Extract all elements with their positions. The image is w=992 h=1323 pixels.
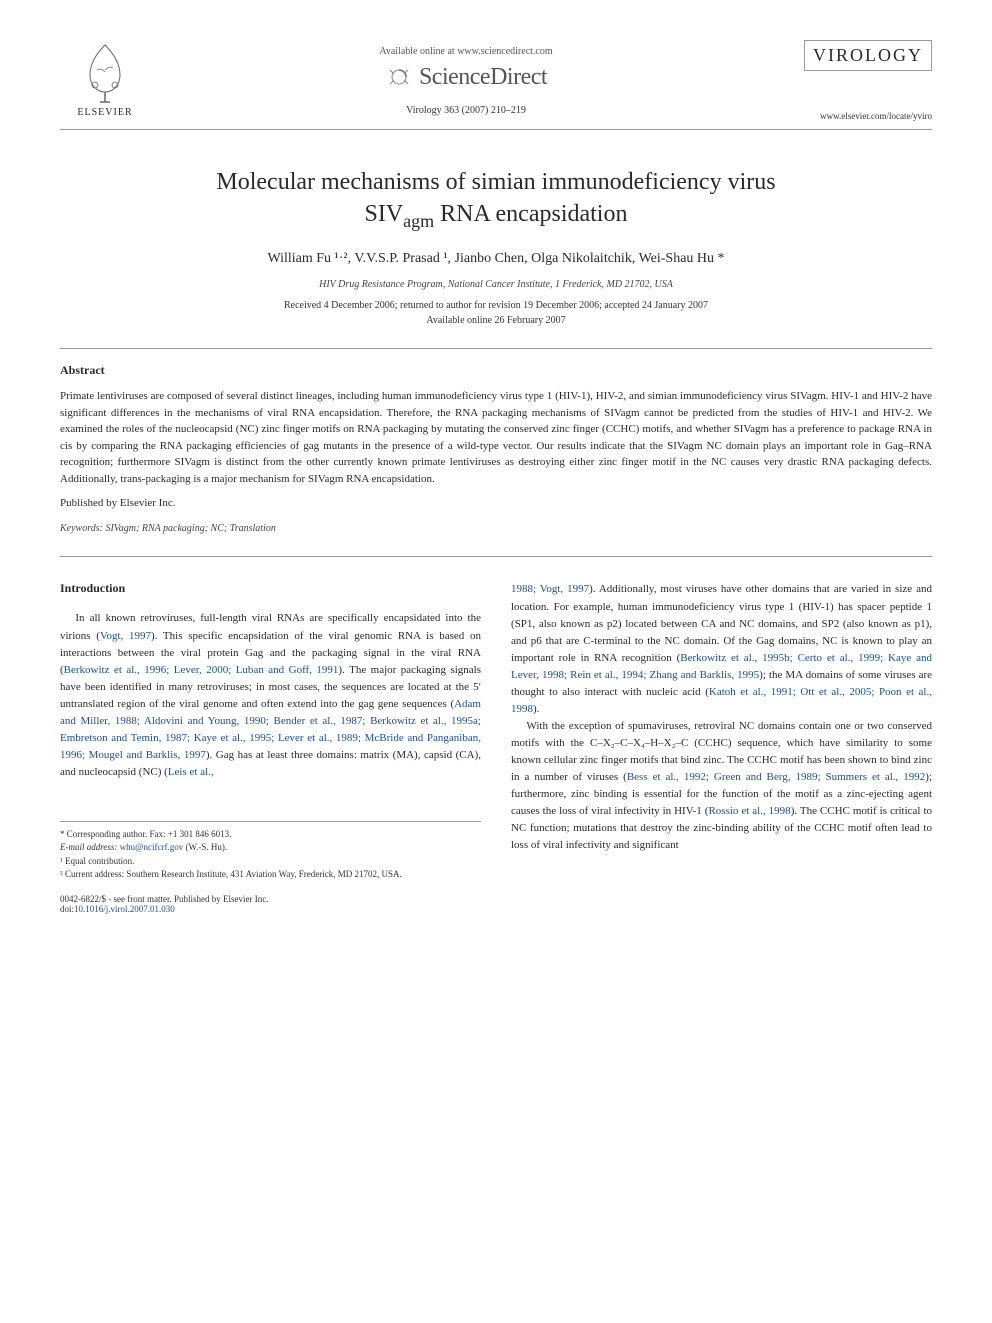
title-line2-pre: SIV xyxy=(365,201,404,227)
abstract-heading: Abstract xyxy=(60,363,932,378)
footnote-2: ² Current address: Southern Research Ins… xyxy=(60,868,481,882)
publisher-logo-block: ELSEVIER xyxy=(60,40,150,118)
keywords-label: Keywords: xyxy=(60,523,103,534)
title-line1: Molecular mechanisms of simian immunodef… xyxy=(216,169,775,195)
sciencedirect-icon xyxy=(385,63,413,91)
journal-reference: Virology 363 (2007) 210–219 xyxy=(150,105,782,116)
citation[interactable]: Rossio et al., 1998 xyxy=(708,805,790,817)
header-right: VIROLOGY www.elsevier.com/locate/yviro xyxy=(782,40,932,121)
doi-link[interactable]: 10.1016/j.virol.2007.01.030 xyxy=(74,904,175,914)
email-link[interactable]: whu@ncifcrf.gov xyxy=(120,842,184,852)
journal-name: VIROLOGY xyxy=(804,40,932,71)
intro-paragraph-1: In all known retroviruses, full-length v… xyxy=(60,610,481,780)
footnotes: * Corresponding author. Fax: +1 301 846 … xyxy=(60,821,481,882)
column-right: 1988; Vogt, 1997). Additionally, most vi… xyxy=(511,581,932,881)
article-dates-1: Received 4 December 2006; returned to au… xyxy=(60,300,932,311)
citation[interactable]: Bess et al., 1992; Green and Berg, 1989;… xyxy=(627,771,925,783)
corresponding-author: * Corresponding author. Fax: +1 301 846 … xyxy=(60,828,481,842)
divider-bottom xyxy=(60,556,932,557)
header-center: Available online at www.sciencedirect.co… xyxy=(150,40,782,116)
page-header: ELSEVIER Available online at www.science… xyxy=(60,40,932,130)
footnote-1: ¹ Equal contribution. xyxy=(60,855,481,869)
body-columns: Introduction In all known retroviruses, … xyxy=(60,581,932,881)
availability-text: Available online at www.sciencedirect.co… xyxy=(150,46,782,57)
keywords-text: SIVagm; RNA packaging; NC; Translation xyxy=(103,523,276,534)
journal-url: www.elsevier.com/locate/yviro xyxy=(782,111,932,121)
publisher-line: Published by Elsevier Inc. xyxy=(60,497,932,509)
intro-paragraph-2: With the exception of spumaviruses, retr… xyxy=(511,718,932,854)
doi-line: doi:10.1016/j.virol.2007.01.030 xyxy=(60,904,932,914)
elsevier-tree-icon xyxy=(75,40,135,105)
introduction-heading: Introduction xyxy=(60,581,481,596)
affiliation: HIV Drug Resistance Program, National Ca… xyxy=(60,279,932,290)
article-title: Molecular mechanisms of simian immunodef… xyxy=(60,166,932,233)
sciencedirect-brand: ScienceDirect xyxy=(150,63,782,91)
citation[interactable]: Berkowitz et al., 1996; Lever, 2000; Lub… xyxy=(64,664,339,676)
citation[interactable]: Leis et al., xyxy=(168,766,214,778)
title-line2-post: RNA encapsidation xyxy=(434,201,627,227)
abstract-body: Primate lentiviruses are composed of sev… xyxy=(60,388,932,487)
sciencedirect-text: ScienceDirect xyxy=(419,64,547,91)
email-line: E-mail address: whu@ncifcrf.gov (W.-S. H… xyxy=(60,841,481,855)
author-list: William Fu ¹·², V.V.S.P. Prasad ¹, Jianb… xyxy=(60,251,932,267)
intro-paragraph-1-cont: 1988; Vogt, 1997). Additionally, most vi… xyxy=(511,581,932,717)
citation[interactable]: 1988; Vogt, 1997 xyxy=(511,583,589,595)
divider-top xyxy=(60,348,932,349)
title-sub: agm xyxy=(403,211,434,231)
article-dates-2: Available online 26 February 2007 xyxy=(60,315,932,326)
publisher-name: ELSEVIER xyxy=(77,107,132,118)
keywords: Keywords: SIVagm; RNA packaging; NC; Tra… xyxy=(60,523,932,534)
citation[interactable]: Vogt, 1997 xyxy=(100,630,151,642)
copyright-line: 0042-6822/$ - see front matter. Publishe… xyxy=(60,894,932,904)
column-left: Introduction In all known retroviruses, … xyxy=(60,581,481,881)
footer-meta: 0042-6822/$ - see front matter. Publishe… xyxy=(60,894,932,914)
